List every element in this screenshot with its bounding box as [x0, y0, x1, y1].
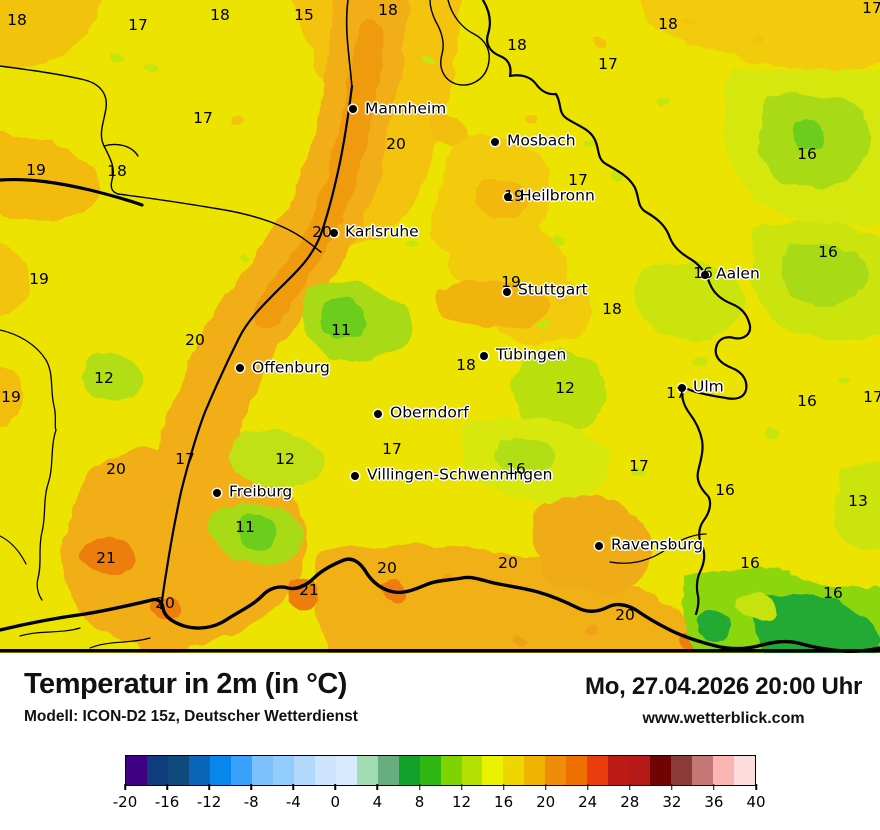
temperature-field [0, 0, 880, 653]
legend-tick-mark [418, 784, 421, 790]
legend-tick-mark [502, 784, 505, 790]
legend-segment [692, 756, 714, 785]
legend-segment [293, 756, 315, 785]
national-border-squiggle-1 [19, 627, 81, 637]
legend-tick-label: 28 [620, 793, 640, 811]
legend-tick-label: 16 [494, 793, 514, 811]
legend-segment [398, 756, 420, 785]
legend-segment [314, 756, 336, 785]
legend-segment [377, 756, 399, 785]
legend-tick-label: 36 [704, 793, 724, 811]
legend-segment [335, 756, 357, 785]
legend-tick-label: 24 [578, 793, 598, 811]
legend-tick-mark [166, 784, 168, 790]
legend-segment [272, 756, 294, 785]
footer-left: Temperatur in 2m (in °C) Modell: ICON-D2… [24, 669, 358, 726]
legend-segment [230, 756, 252, 785]
legend-color-bar [125, 755, 756, 786]
legend-segment [419, 756, 441, 785]
legend-segment [608, 756, 630, 785]
legend-segment [126, 756, 147, 785]
legend-tick-mark [544, 784, 547, 790]
legend-tick-mark [713, 784, 715, 790]
legend-segment [566, 756, 588, 785]
page-title: Temperatur in 2m (in °C) [24, 668, 347, 700]
legend-tick-label: -20 [112, 793, 138, 811]
legend-segment [167, 756, 189, 785]
map-canvas [0, 0, 880, 653]
forecast-datetime: Mo, 27.04.2026 20:00 Uhr [585, 673, 862, 700]
legend-segment [146, 756, 168, 785]
legend-segment [356, 756, 378, 785]
temperature-legend: -20 -16 -12 -8 -4 0 4 8 12 16 20 24 28 32 36 40 [113, 755, 766, 817]
legend-segment [188, 756, 210, 785]
rhine-border [159, 84, 354, 610]
border-left-thick [0, 178, 144, 207]
map-footer: Temperatur in 2m (in °C) Modell: ICON-D2… [0, 653, 880, 830]
legend-tick-mark [124, 784, 126, 790]
footer-header-row: Temperatur in 2m (in °C) Modell: ICON-D2… [0, 653, 880, 728]
legend-tick-label: 20 [536, 793, 556, 811]
legend-tick-mark [671, 784, 673, 790]
legend-tick-label: -12 [196, 793, 222, 811]
map-bottom-frame [0, 649, 880, 653]
legend-tick-label: -4 [285, 793, 301, 811]
neckar-enclave-border [429, 0, 490, 86]
national-border-south [0, 557, 880, 653]
rhine-border-north [345, 0, 353, 89]
legend-tick-label: -8 [243, 793, 259, 811]
legend-segment [545, 756, 567, 785]
legend-segment [482, 756, 504, 785]
legend-segment [671, 756, 693, 785]
model-info: Modell: ICON-D2 15z, Deutscher Wetterdie… [24, 708, 358, 726]
legend-tick-label: 4 [372, 793, 383, 811]
legend-tick-mark [250, 784, 252, 790]
legend-segment [629, 756, 651, 785]
legend-tick-label: 8 [414, 793, 425, 811]
district-border-southwest-3 [0, 535, 27, 565]
legend-segment [209, 756, 231, 785]
state-border-east [481, 0, 752, 616]
district-border-south [609, 533, 707, 564]
legend-segment [587, 756, 609, 785]
district-border-southwest-1 [36, 429, 57, 601]
legend-tick-label: 32 [662, 793, 682, 811]
legend-tick-label: 12 [451, 793, 472, 811]
temperature-map: Mannheim Mosbach Heilbronn Karlsruhe Stuttga… [0, 0, 880, 653]
legend-tick-mark [755, 784, 757, 790]
district-border-branch [103, 143, 139, 157]
legend-tick-label: 0 [330, 793, 341, 811]
legend-segment [734, 756, 756, 785]
legend-tick-mark [376, 784, 379, 790]
legend-tick-mark [586, 784, 589, 790]
legend-segment [503, 756, 525, 785]
legend-tick-mark [208, 784, 210, 790]
footer-right: Mo, 27.04.2026 20:00 Uhr www.wetterblick… [585, 669, 862, 728]
legend-tick-mark [334, 784, 337, 790]
district-border-northwest [0, 65, 119, 195]
national-border-squiggle-2 [89, 637, 151, 649]
legend-tick-label: -16 [154, 793, 180, 811]
legend-tick-mark [460, 784, 463, 790]
legend-segment [650, 756, 672, 785]
legend-tick-mark [629, 784, 631, 790]
legend-segment [251, 756, 273, 785]
legend-segment [461, 756, 483, 785]
district-border-southwest-2 [0, 329, 57, 431]
website-url: www.wetterblick.com [642, 710, 805, 727]
legend-segment [713, 756, 735, 785]
legend-segment [440, 756, 462, 785]
legend-segment [524, 756, 546, 785]
legend-tick-label: 40 [746, 793, 766, 811]
legend-tick-mark [292, 784, 295, 790]
